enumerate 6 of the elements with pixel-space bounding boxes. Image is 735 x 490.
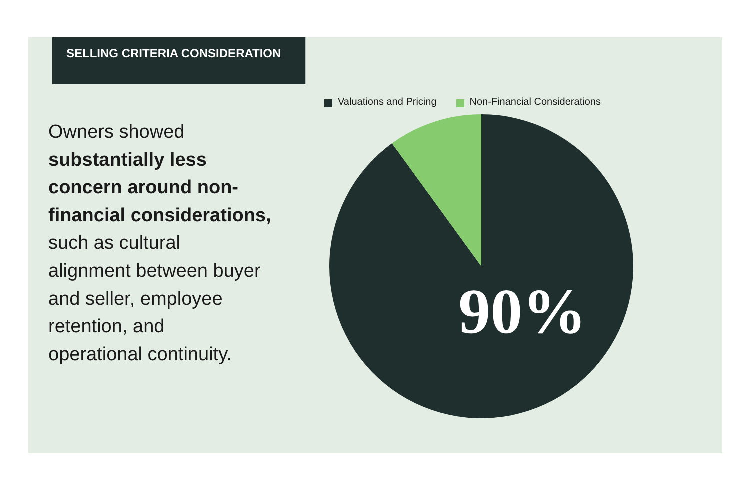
legend-label: Non-Financial Considerations xyxy=(470,97,601,108)
data-label: 90% xyxy=(458,276,587,348)
text: SELLING CRITERIA CONSIDERATION xyxy=(66,46,282,60)
text: such as cultural alignment between buyer and seller, employee retention, and operational continuity. xyxy=(48,233,262,366)
text: Owners showed xyxy=(48,122,185,143)
legend-label: Valuations and Pricing xyxy=(338,97,437,108)
